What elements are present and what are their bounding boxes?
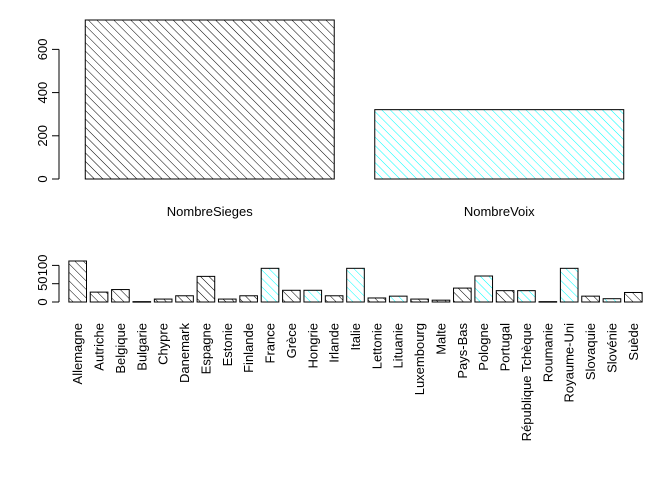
x-tick-label: Luxembourg xyxy=(412,323,427,395)
bar-finlande xyxy=(239,295,258,303)
bar-lettonie xyxy=(367,297,387,303)
x-tick-label: Chypre xyxy=(156,323,171,365)
bar-nombresieges xyxy=(84,19,335,180)
y-tick-label: 100 xyxy=(35,255,50,277)
bar-pays-bas xyxy=(453,287,472,303)
bar-malte xyxy=(431,299,451,303)
bar-nombrevoix xyxy=(374,109,625,180)
x-tick-label: Malte xyxy=(433,323,448,355)
bar-bulgarie xyxy=(132,301,152,303)
x-tick-label: République Tchèque xyxy=(519,323,534,441)
x-tick-label: Bulgarie xyxy=(134,323,149,371)
y-tick-label: 600 xyxy=(35,39,50,61)
x-tick-label: Danemark xyxy=(177,323,192,383)
x-tick-label: Lituanie xyxy=(391,323,406,369)
y-tick-label: 0 xyxy=(35,298,50,305)
x-tick-label: Estonie xyxy=(220,323,235,366)
bar-irlande xyxy=(324,295,344,303)
bar-espagne xyxy=(196,275,216,303)
y-tick-label: 50 xyxy=(35,276,50,290)
bar-estonie xyxy=(217,298,237,303)
y-tick-label: 400 xyxy=(35,82,50,104)
y-axis: 0 200 400 600 xyxy=(35,39,60,183)
bar-pologne xyxy=(474,275,494,303)
y-tick-label: 200 xyxy=(35,125,50,147)
x-tick-label: Lettonie xyxy=(369,323,384,369)
bar-royaume-uni xyxy=(559,267,579,303)
x-tick-label: Portugal xyxy=(498,323,513,372)
x-tick-label: Italie xyxy=(348,323,363,350)
x-tick-label: France xyxy=(263,323,278,363)
x-tick-label: Hongrie xyxy=(305,323,320,369)
bar-italie xyxy=(346,267,365,303)
x-tick-label: Allemagne xyxy=(70,323,85,384)
y-tick-label: 0 xyxy=(35,175,50,182)
bar-danemark xyxy=(175,295,194,303)
x-tick-label: Pologne xyxy=(476,323,491,371)
x-tick-label: Grèce xyxy=(284,323,299,358)
bar-roumanie xyxy=(538,301,558,303)
bar-gr-ce xyxy=(282,289,301,303)
bar-su-de xyxy=(623,291,643,303)
x-tick-label: Autriche xyxy=(92,323,107,371)
x-tick-label: Suède xyxy=(626,323,641,361)
x-tick-label: Roumanie xyxy=(540,323,555,382)
bar-allemagne xyxy=(68,260,88,303)
top-bar-chart: 0 200 400 600 NombreSieges NombreVoix xyxy=(35,19,625,219)
bar-chypre xyxy=(153,298,173,303)
x-tick-label: Slovénie xyxy=(604,323,619,373)
bar-portugal xyxy=(495,290,515,303)
bar-france xyxy=(260,267,280,303)
x-tick-label: Royaume-Uni xyxy=(562,323,577,403)
bar-lituanie xyxy=(388,295,408,303)
x-tick-label: Finlande xyxy=(241,323,256,373)
bar-slovaquie xyxy=(581,295,600,303)
bar-hongrie xyxy=(303,289,323,303)
bar-luxembourg xyxy=(410,298,429,303)
x-tick-label: NombreSieges xyxy=(167,204,253,219)
x-tick-label: NombreVoix xyxy=(464,204,535,219)
x-tick-label: Belgique xyxy=(113,323,128,374)
x-tick-label: Slovaquie xyxy=(583,323,598,380)
x-tick-label: Espagne xyxy=(198,323,213,374)
x-tick-label: Pays-Bas xyxy=(455,323,470,379)
x-tick-label: Irlande xyxy=(327,323,342,363)
bar-belgique xyxy=(111,289,130,303)
bar-r-publique-tch-que xyxy=(517,290,536,303)
bar-autriche xyxy=(89,291,109,303)
bar-slov-nie xyxy=(602,298,622,303)
